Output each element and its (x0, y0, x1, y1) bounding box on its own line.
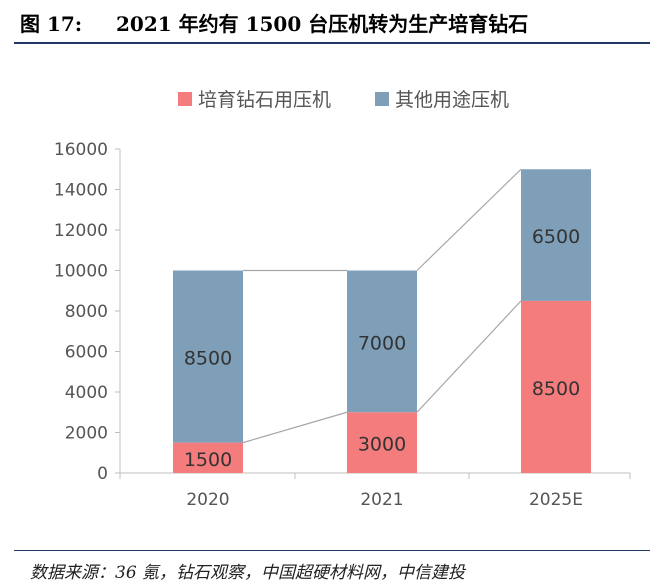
legend-swatch-lab-grown (178, 92, 192, 106)
data-label: 1500 (184, 449, 232, 471)
x-tick-label: 2020 (186, 490, 229, 510)
bar-segment-lab-grown-2020 (173, 442, 243, 473)
figure-title: 2021 年约有 1500 台压机转为生产培育钻石 (116, 12, 529, 36)
series-line (416, 300, 522, 413)
source-note: 数据来源：36 氪，钻石观察，中国超硬材料网，中信建投 (30, 563, 466, 583)
legend-label: 培育钻石用压机 (198, 89, 331, 111)
data-label: 8500 (532, 378, 580, 400)
top-rule (14, 42, 650, 44)
data-label: 8500 (184, 348, 232, 370)
series-line (416, 168, 522, 271)
data-label: 6500 (532, 226, 580, 248)
y-tick-label: 2000 (65, 424, 108, 444)
data-label: 7000 (358, 332, 406, 354)
bar-segment-lab-grown-2021 (347, 412, 417, 473)
y-tick-label: 14000 (54, 181, 108, 201)
bar-segment-other-2020 (173, 270, 243, 443)
bottom-rule (14, 550, 650, 551)
bar-segment-other-2021 (347, 270, 417, 413)
x-tick-label: 2021 (360, 490, 403, 510)
data-label: 3000 (358, 434, 406, 456)
x-tick-label: 2025E (529, 490, 583, 510)
y-tick-label: 10000 (54, 262, 108, 282)
figure-header: 图 17: 2021 年约有 1500 台压机转为生产培育钻石 (14, 2, 650, 42)
bar-segment-other-2025E (521, 169, 591, 301)
y-tick-label: 12000 (54, 221, 108, 241)
legend-swatch-other (375, 92, 389, 106)
legend-label: 其他用途压机 (395, 89, 509, 111)
y-tick-label: 0 (97, 464, 108, 484)
figure-label: 图 17: (20, 12, 83, 36)
series-line (242, 411, 348, 444)
y-tick-label: 16000 (54, 140, 108, 160)
y-tick-label: 8000 (65, 302, 108, 322)
y-tick-label: 4000 (65, 383, 108, 403)
bar-segment-lab-grown-2025E (521, 300, 591, 473)
y-tick-label: 6000 (65, 343, 108, 363)
